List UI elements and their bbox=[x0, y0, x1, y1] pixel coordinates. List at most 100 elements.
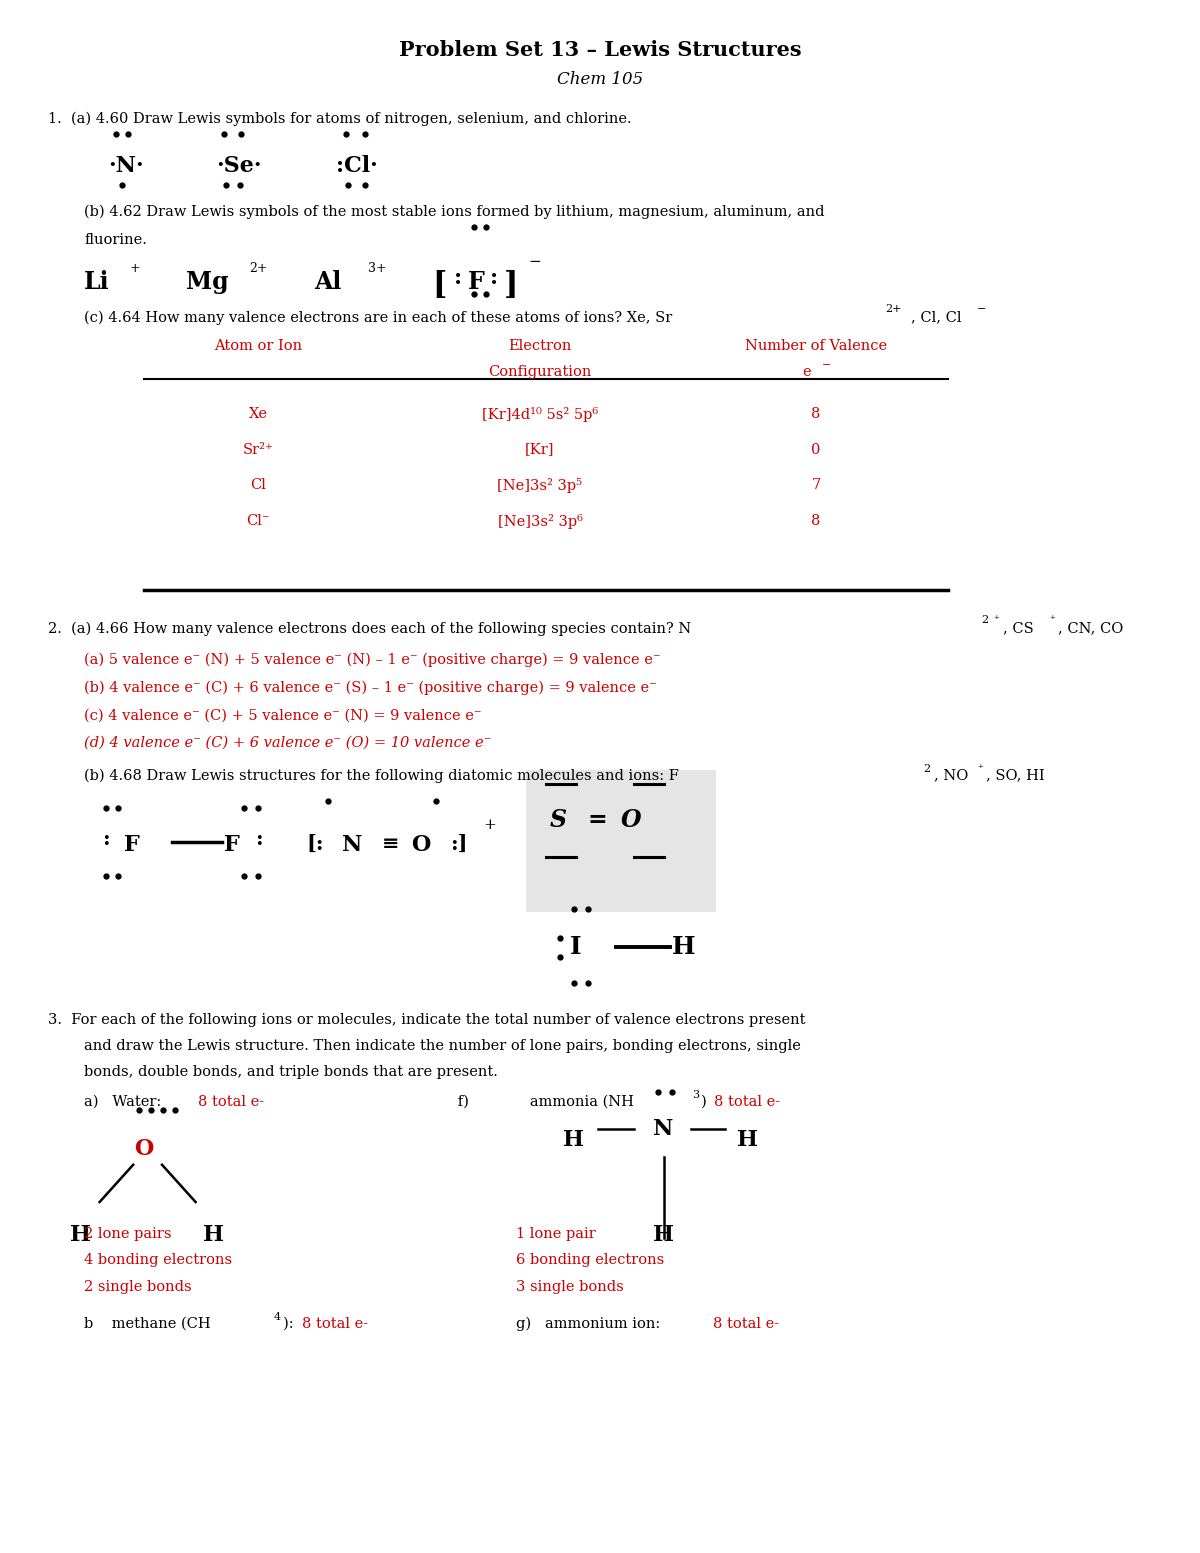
Text: g)   ammonium ion:: g) ammonium ion: bbox=[516, 1317, 665, 1331]
Text: [Ne]3s² 3p⁵: [Ne]3s² 3p⁵ bbox=[498, 478, 582, 494]
Text: Electron: Electron bbox=[509, 339, 571, 353]
Text: 3.  For each of the following ions or molecules, indicate the total number of va: 3. For each of the following ions or mol… bbox=[48, 1013, 805, 1027]
Text: S: S bbox=[550, 808, 566, 831]
Text: 6 bonding electrons: 6 bonding electrons bbox=[516, 1253, 665, 1267]
Text: −: − bbox=[977, 304, 986, 314]
Text: (b) 4.62 Draw Lewis symbols of the most stable ions formed by lithium, magnesium: (b) 4.62 Draw Lewis symbols of the most … bbox=[84, 205, 824, 219]
Text: 2+: 2+ bbox=[250, 262, 268, 275]
Text: O: O bbox=[412, 834, 431, 856]
Text: H: H bbox=[737, 1129, 758, 1151]
Text: H: H bbox=[563, 1129, 584, 1151]
Text: 8 total e-: 8 total e- bbox=[713, 1317, 779, 1331]
Text: 2 lone pairs: 2 lone pairs bbox=[84, 1227, 172, 1241]
Text: Atom or Ion: Atom or Ion bbox=[214, 339, 302, 353]
Text: +: + bbox=[484, 818, 497, 832]
Text: 1 lone pair: 1 lone pair bbox=[516, 1227, 595, 1241]
Text: ⁺: ⁺ bbox=[994, 615, 1000, 624]
Text: 2 single bonds: 2 single bonds bbox=[84, 1280, 192, 1294]
Text: Number of Valence: Number of Valence bbox=[745, 339, 887, 353]
Text: F: F bbox=[468, 270, 485, 294]
Text: 3+: 3+ bbox=[368, 262, 388, 275]
Text: (c) 4.64 How many valence electrons are in each of these atoms of ions? Xe, Sr: (c) 4.64 How many valence electrons are … bbox=[84, 311, 672, 325]
Text: e: e bbox=[802, 365, 811, 379]
Text: b    methane (CH: b methane (CH bbox=[84, 1317, 211, 1331]
Text: Mg: Mg bbox=[186, 270, 229, 294]
Text: bonds, double bonds, and triple bonds that are present.: bonds, double bonds, and triple bonds th… bbox=[84, 1065, 498, 1079]
Text: 3 single bonds: 3 single bonds bbox=[516, 1280, 624, 1294]
Text: :: : bbox=[454, 267, 462, 289]
Text: (d) 4 valence e⁻ (C) + 6 valence e⁻ (O) = 10 valence e⁻: (d) 4 valence e⁻ (C) + 6 valence e⁻ (O) … bbox=[84, 736, 491, 750]
Text: O: O bbox=[134, 1138, 154, 1160]
Text: [Ne]3s² 3p⁶: [Ne]3s² 3p⁶ bbox=[498, 514, 582, 530]
Text: H: H bbox=[653, 1224, 674, 1246]
Text: =: = bbox=[588, 808, 607, 831]
Text: [Kr]4d¹⁰ 5s² 5p⁶: [Kr]4d¹⁰ 5s² 5p⁶ bbox=[482, 407, 598, 422]
Text: (b) 4 valence e⁻ (C) + 6 valence e⁻ (S) – 1 e⁻ (positive charge) = 9 valence e⁻: (b) 4 valence e⁻ (C) + 6 valence e⁻ (S) … bbox=[84, 680, 656, 694]
Text: :: : bbox=[490, 267, 498, 289]
Text: :Cl·: :Cl· bbox=[336, 155, 378, 177]
Text: O: O bbox=[620, 808, 641, 831]
Text: H: H bbox=[672, 935, 696, 958]
Text: +: + bbox=[130, 262, 140, 275]
Text: Sr²⁺: Sr²⁺ bbox=[242, 443, 274, 457]
Text: 8 total e-: 8 total e- bbox=[198, 1095, 264, 1109]
Text: 2: 2 bbox=[923, 764, 930, 773]
Text: 4: 4 bbox=[274, 1312, 281, 1322]
Text: Problem Set 13 – Lewis Structures: Problem Set 13 – Lewis Structures bbox=[398, 40, 802, 61]
Text: [:: [: bbox=[306, 834, 324, 854]
Text: I: I bbox=[570, 935, 582, 958]
Text: −: − bbox=[822, 360, 832, 370]
Text: ):: ): bbox=[283, 1317, 299, 1331]
Text: 3: 3 bbox=[692, 1090, 700, 1100]
Text: , CS: , CS bbox=[1003, 621, 1034, 635]
Text: 1.  (a) 4.60 Draw Lewis symbols for atoms of nitrogen, selenium, and chlorine.: 1. (a) 4.60 Draw Lewis symbols for atoms… bbox=[48, 112, 631, 126]
Text: Al: Al bbox=[314, 270, 342, 294]
Text: 2.  (a) 4.66 How many valence electrons does each of the following species conta: 2. (a) 4.66 How many valence electrons d… bbox=[48, 621, 691, 635]
Text: N: N bbox=[654, 1118, 673, 1140]
FancyBboxPatch shape bbox=[526, 770, 716, 912]
Text: , CN, CO: , CN, CO bbox=[1058, 621, 1123, 635]
Text: N: N bbox=[342, 834, 362, 856]
Text: fluorine.: fluorine. bbox=[84, 233, 146, 247]
Text: Configuration: Configuration bbox=[488, 365, 592, 379]
Text: (a) 5 valence e⁻ (N) + 5 valence e⁻ (N) – 1 e⁻ (positive charge) = 9 valence e⁻: (a) 5 valence e⁻ (N) + 5 valence e⁻ (N) … bbox=[84, 652, 661, 666]
Text: [Kr]: [Kr] bbox=[526, 443, 554, 457]
Text: 8 total e-: 8 total e- bbox=[714, 1095, 780, 1109]
Text: , NO: , NO bbox=[934, 769, 968, 783]
Text: Chem 105: Chem 105 bbox=[557, 71, 643, 89]
Text: Xe: Xe bbox=[248, 407, 268, 421]
Text: a)   Water:: a) Water: bbox=[84, 1095, 166, 1109]
Text: 8: 8 bbox=[811, 514, 821, 528]
Text: −: − bbox=[528, 255, 541, 269]
Text: ⁺: ⁺ bbox=[977, 764, 983, 773]
Text: F: F bbox=[224, 834, 240, 856]
Text: ]: ] bbox=[504, 270, 518, 301]
Text: , SO, HI: , SO, HI bbox=[986, 769, 1045, 783]
Text: f): f) bbox=[282, 1095, 469, 1109]
Text: 2: 2 bbox=[982, 615, 989, 624]
Text: 0: 0 bbox=[811, 443, 821, 457]
Text: 7: 7 bbox=[811, 478, 821, 492]
Text: (c) 4 valence e⁻ (C) + 5 valence e⁻ (N) = 9 valence e⁻: (c) 4 valence e⁻ (C) + 5 valence e⁻ (N) … bbox=[84, 708, 481, 722]
Text: H: H bbox=[203, 1224, 224, 1246]
Text: ·Se·: ·Se· bbox=[216, 155, 262, 177]
Text: 2+: 2+ bbox=[886, 304, 902, 314]
Text: Cl: Cl bbox=[250, 478, 266, 492]
Text: :: : bbox=[256, 829, 263, 849]
Text: ≡: ≡ bbox=[382, 834, 400, 854]
Text: , Cl, Cl: , Cl, Cl bbox=[911, 311, 961, 325]
Text: and draw the Lewis structure. Then indicate the number of lone pairs, bonding el: and draw the Lewis structure. Then indic… bbox=[84, 1039, 800, 1053]
Text: Cl⁻: Cl⁻ bbox=[246, 514, 270, 528]
Text: :]: :] bbox=[450, 834, 468, 854]
Text: 4 bonding electrons: 4 bonding electrons bbox=[84, 1253, 232, 1267]
Text: ·N·: ·N· bbox=[108, 155, 144, 177]
Text: Li: Li bbox=[84, 270, 109, 294]
Text: [: [ bbox=[432, 270, 446, 301]
Text: ): ) bbox=[701, 1095, 712, 1109]
Text: H: H bbox=[70, 1224, 91, 1246]
Text: (b) 4.68 Draw Lewis structures for the following diatomic molecules and ions: F: (b) 4.68 Draw Lewis structures for the f… bbox=[84, 769, 679, 783]
Text: 8 total e-: 8 total e- bbox=[302, 1317, 368, 1331]
Text: :: : bbox=[102, 829, 109, 849]
Text: F: F bbox=[124, 834, 139, 856]
Text: ⁺: ⁺ bbox=[1049, 615, 1055, 624]
